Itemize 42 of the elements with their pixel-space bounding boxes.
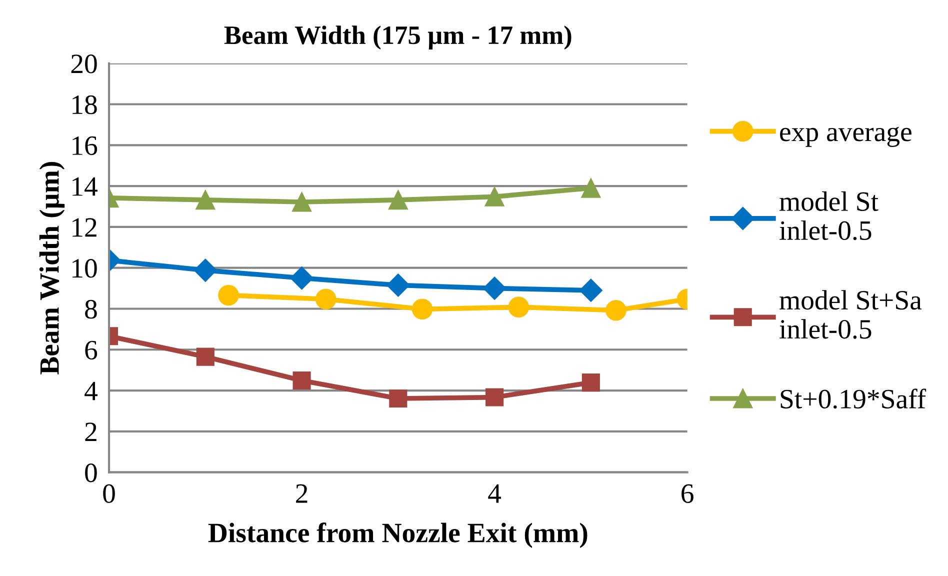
x-tick-label: 4 [488,484,502,503]
point [484,186,504,206]
y-tick-label: 4 [84,382,98,400]
point [486,388,504,406]
x-tick-label: 6 [682,484,694,503]
point [386,274,410,297]
y-tick-label: 2 [85,422,96,442]
point [292,371,311,390]
point [581,178,601,198]
point [412,298,433,320]
x-axis-title: Distance from Nozzle Exit (mm) [208,522,588,548]
point [483,276,506,300]
legend-label: model St+Sa inlet-0.5 [780,290,922,339]
y-tick-label: 18 [72,95,97,114]
point [290,266,314,290]
legend-label: model St inlet-0.5 [780,191,878,240]
point [218,284,239,306]
point [388,190,408,210]
y-tick-label: 0 [85,463,97,482]
y-tick-label: 8 [85,300,97,319]
point [582,374,600,392]
y-tick-label: 6 [85,340,98,360]
y-tick-label: 14 [72,177,98,196]
y-tick-label: 10 [72,259,97,278]
point [194,258,217,282]
point [579,278,602,302]
chart-title: Beam Width (175 µm - 17 mm) [224,26,572,50]
point [508,296,530,318]
y-tick-label: 12 [72,218,96,237]
point [292,192,312,212]
y-axis-title: Beam Width (µm) [39,162,65,374]
point [389,389,408,408]
y-tick-label: 16 [72,136,98,156]
x-tick-label: 2 [296,484,308,503]
legend-label: exp average [780,126,912,147]
point [196,190,216,210]
point [196,348,214,366]
point [606,300,626,321]
y-tick-label: 20 [71,54,97,74]
legend-label: St+0.19*Saff [780,388,926,409]
point [315,288,336,310]
x-tick-label: 0 [103,484,115,503]
